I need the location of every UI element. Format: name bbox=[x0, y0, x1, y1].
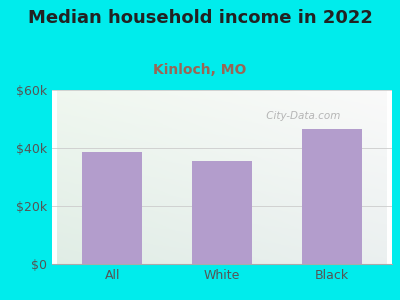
Bar bbox=[192, 161, 252, 264]
Text: City-Data.com: City-Data.com bbox=[263, 111, 340, 121]
Bar bbox=[302, 129, 362, 264]
Text: Median household income in 2022: Median household income in 2022 bbox=[28, 9, 372, 27]
Text: Kinloch, MO: Kinloch, MO bbox=[153, 63, 247, 77]
Bar bbox=[82, 152, 142, 264]
